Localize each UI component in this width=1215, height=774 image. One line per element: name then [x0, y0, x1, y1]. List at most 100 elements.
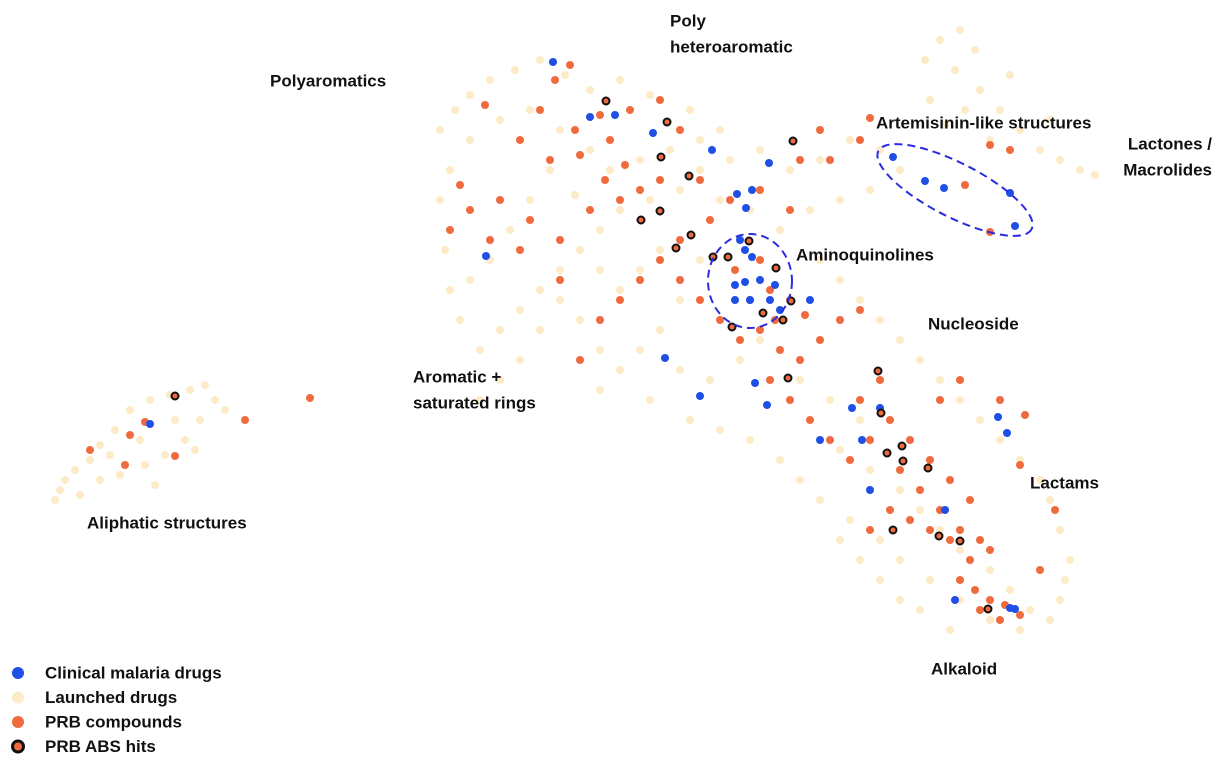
point	[1046, 116, 1054, 124]
annotation: Aromatic +	[413, 367, 501, 386]
point	[956, 396, 964, 404]
point	[751, 379, 759, 387]
point	[916, 486, 924, 494]
annotation: Nucleoside	[928, 314, 1019, 333]
point	[726, 156, 734, 164]
point	[1003, 429, 1011, 437]
point	[726, 196, 734, 204]
point	[516, 136, 524, 144]
legend-marker	[12, 667, 24, 679]
point	[716, 316, 724, 324]
point	[549, 58, 557, 66]
point	[441, 246, 449, 254]
point	[141, 461, 149, 469]
point	[656, 246, 664, 254]
point	[526, 216, 534, 224]
point	[161, 451, 169, 459]
point	[746, 296, 754, 304]
point	[566, 61, 574, 69]
point	[742, 204, 750, 212]
point	[536, 286, 544, 294]
artemisinin-ellipse	[876, 143, 1034, 237]
point	[601, 176, 609, 184]
point	[436, 126, 444, 134]
point	[186, 386, 194, 394]
point	[1061, 576, 1069, 584]
point	[741, 278, 749, 286]
point	[736, 356, 744, 364]
point	[696, 296, 704, 304]
point	[536, 56, 544, 64]
point	[766, 286, 774, 294]
point	[896, 486, 904, 494]
point	[151, 481, 159, 489]
legend-label: Launched drugs	[45, 688, 177, 707]
point	[436, 196, 444, 204]
point	[576, 246, 584, 254]
annotation: saturated rings	[413, 393, 536, 412]
point	[756, 336, 764, 344]
point	[496, 376, 504, 384]
point	[756, 256, 764, 264]
point	[616, 76, 624, 84]
point	[526, 196, 534, 204]
point	[1011, 222, 1019, 230]
point	[596, 111, 604, 119]
point	[526, 106, 534, 114]
point	[783, 373, 793, 383]
legend-label: PRB ABS hits	[45, 737, 156, 756]
point	[926, 526, 934, 534]
point	[536, 326, 544, 334]
point	[896, 166, 904, 174]
point	[516, 306, 524, 314]
point	[766, 296, 774, 304]
point	[586, 113, 594, 121]
point	[686, 106, 694, 114]
point	[1036, 146, 1044, 154]
point	[601, 96, 611, 106]
point	[676, 276, 684, 284]
point	[636, 156, 644, 164]
points	[51, 26, 1099, 634]
point	[765, 159, 773, 167]
point	[748, 186, 756, 194]
point	[946, 626, 954, 634]
point	[596, 316, 604, 324]
point	[696, 392, 704, 400]
point	[196, 416, 204, 424]
point	[897, 441, 907, 451]
point	[786, 206, 794, 214]
point	[56, 486, 64, 494]
point	[646, 196, 654, 204]
point	[873, 366, 883, 376]
point	[796, 476, 804, 484]
point	[656, 152, 666, 162]
point	[836, 446, 844, 454]
point	[786, 166, 794, 174]
point	[1036, 476, 1044, 484]
point	[496, 326, 504, 334]
point	[666, 146, 674, 154]
point	[656, 256, 664, 264]
point	[586, 146, 594, 154]
point	[936, 396, 944, 404]
point	[706, 216, 714, 224]
point	[96, 476, 104, 484]
point	[1021, 411, 1029, 419]
point	[606, 166, 614, 174]
point	[776, 346, 784, 354]
point	[731, 266, 739, 274]
point	[906, 516, 914, 524]
point	[586, 206, 594, 214]
point	[146, 420, 154, 428]
point	[882, 448, 892, 458]
point	[201, 381, 209, 389]
point	[923, 463, 933, 473]
point	[561, 71, 569, 79]
point	[191, 446, 199, 454]
point	[556, 266, 564, 274]
point	[146, 396, 154, 404]
point	[556, 236, 564, 244]
point	[941, 506, 949, 514]
